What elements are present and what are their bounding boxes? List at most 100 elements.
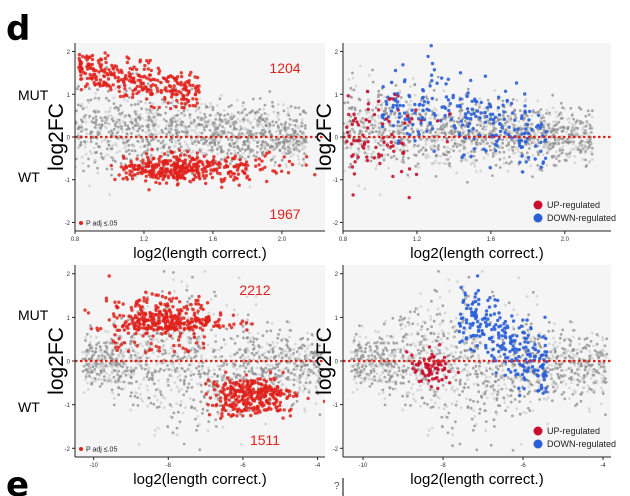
chart-top-left-point-nonsig bbox=[292, 119, 295, 122]
chart-top-right-point-down bbox=[425, 107, 429, 112]
chart-top-right-point-nonsig bbox=[353, 130, 356, 134]
chart-top-right-point-nonsig bbox=[371, 68, 374, 72]
chart-top-left-point-significant bbox=[148, 73, 152, 77]
chart-top-left-point-nonsig bbox=[100, 155, 104, 159]
chart-top-right-point-down bbox=[419, 121, 423, 126]
chart-top-left-point-significant bbox=[244, 160, 249, 164]
chart-top-right-point-down bbox=[398, 103, 402, 108]
chart-bottom-left-point-nonsig bbox=[229, 354, 232, 358]
chart-bottom-left-point-nonsig bbox=[127, 381, 131, 385]
chart-bottom-left-point-nonsig bbox=[203, 270, 207, 273]
chart-top-right-point-up bbox=[384, 117, 389, 121]
chart-top-left-point-nonsig bbox=[103, 125, 107, 128]
chart-top-right-point-nonsig bbox=[431, 144, 435, 148]
chart-bottom-left-point-nonsig bbox=[199, 383, 203, 387]
chart-top-right-point-down bbox=[430, 96, 434, 101]
chart-top-left-point-nonsig bbox=[243, 148, 247, 152]
chart-top-left-point-significant bbox=[149, 88, 153, 93]
chart-top-right-x-tick-label: 0.8 bbox=[339, 237, 348, 243]
chart-top-right-point-up bbox=[376, 108, 381, 112]
chart-top-left-point-nonsig bbox=[190, 87, 194, 91]
chart-bottom-left-point-nonsig bbox=[200, 354, 203, 357]
chart-top-left-point-nonsig bbox=[162, 144, 166, 147]
chart-top-right-point-nonsig bbox=[394, 84, 398, 87]
chart-top-right-point-down bbox=[544, 130, 548, 134]
chart-bottom-left-point-nonsig bbox=[263, 351, 266, 355]
chart-bottom-left-point-nonsig bbox=[297, 357, 301, 361]
chart-top-left-point-nonsig bbox=[112, 102, 116, 105]
chart-top-left-point-nonsig bbox=[204, 140, 208, 144]
chart-top-right-point-nonsig bbox=[410, 113, 413, 117]
chart-bottom-left-point-nonsig bbox=[155, 406, 159, 409]
chart-top-right-point-nonsig bbox=[489, 129, 492, 133]
chart-bottom-left-point-nonsig bbox=[244, 366, 248, 370]
chart-top-left-point-nonsig bbox=[179, 145, 183, 149]
chart-top-left-point-significant bbox=[175, 80, 179, 85]
chart-top-right-point-nonsig bbox=[566, 117, 569, 121]
chart-top-left-point-significant bbox=[195, 168, 199, 173]
chart-top-right-point-nonsig bbox=[434, 175, 438, 178]
chart-top-left-point-significant bbox=[175, 163, 180, 167]
chart-top-right-point-up bbox=[385, 143, 389, 147]
chart-top-right-point-nonsig bbox=[444, 153, 448, 157]
chart-top-right-point-nonsig bbox=[544, 121, 548, 125]
chart-top-right-point-nonsig bbox=[510, 160, 513, 164]
chart-top-left-point-nonsig bbox=[154, 92, 158, 96]
chart-bottom-left-point-nonsig bbox=[166, 364, 169, 367]
chart-top-left-point-nonsig bbox=[97, 145, 101, 148]
chart-top-right-point-nonsig bbox=[455, 120, 459, 124]
chart-top-right-point-down bbox=[425, 129, 429, 133]
chart-top-left-point-nonsig bbox=[114, 87, 117, 91]
chart-top-right-point-down bbox=[406, 118, 411, 122]
chart-top-right-point-up bbox=[377, 152, 381, 156]
chart-top-left-point-nonsig bbox=[96, 166, 99, 170]
chart-bottom-left-point-nonsig bbox=[200, 356, 204, 360]
chart-bottom-left-point-nonsig bbox=[267, 374, 271, 377]
chart-top-left-point-nonsig bbox=[226, 152, 229, 155]
chart-top-left-point-nonsig bbox=[248, 141, 252, 145]
chart-top-right-point-down bbox=[446, 98, 451, 102]
chart-top-left-point-nonsig bbox=[243, 143, 247, 146]
chart-top-right-point-nonsig bbox=[478, 103, 482, 107]
chart-top-left-point-significant bbox=[168, 171, 173, 175]
chart-top-left-point-significant bbox=[179, 80, 183, 85]
chart-top-right-point-nonsig bbox=[388, 106, 391, 110]
chart-top-right-point-down bbox=[528, 109, 532, 114]
chart-bottom-left-point-nonsig bbox=[84, 373, 88, 377]
chart-top-left-point-significant bbox=[121, 94, 126, 99]
chart-top-right-point-nonsig bbox=[520, 151, 523, 155]
chart-top-left-point-nonsig bbox=[208, 128, 212, 132]
chart-top-left-point-nonsig bbox=[144, 130, 148, 134]
chart-bottom-left-point-nonsig bbox=[250, 369, 254, 373]
chart-top-left-point-nonsig bbox=[128, 137, 132, 141]
chart-top-right-point-nonsig bbox=[475, 131, 479, 135]
chart-top-left-y-axis-label: log2FC bbox=[45, 103, 68, 171]
chart-top-left-point-nonsig bbox=[110, 129, 113, 133]
chart-bottom-left-point-nonsig bbox=[233, 352, 237, 356]
chart-bottom-left-point-nonsig bbox=[149, 377, 152, 380]
chart-top-left-point-significant bbox=[191, 83, 195, 88]
chart-top-right-point-down bbox=[471, 127, 475, 131]
chart-bottom-left-point-nonsig bbox=[315, 373, 318, 376]
chart-top-left-point-nonsig bbox=[211, 130, 215, 134]
chart-top-left-point-nonsig bbox=[148, 129, 152, 133]
chart-top-right-point-nonsig bbox=[506, 114, 510, 118]
chart-top-left-point-significant bbox=[116, 85, 121, 89]
chart-top-right-y-tick-label: -2 bbox=[333, 221, 339, 227]
chart-top-right-point-nonsig bbox=[515, 98, 519, 102]
chart-top-right-point-down bbox=[488, 117, 493, 122]
chart-top-left-point-nonsig bbox=[297, 162, 301, 166]
chart-top-left-point-nonsig bbox=[304, 126, 307, 130]
chart-top-left-point-significant bbox=[183, 102, 187, 106]
chart-top-right-x-tick-label: 1.2 bbox=[413, 237, 422, 243]
chart-top-right-point-down bbox=[518, 160, 522, 164]
chart-top-left-point-nonsig bbox=[292, 148, 296, 152]
chart-top-left-point-nonsig bbox=[281, 146, 285, 150]
chart-top-left-point-significant bbox=[195, 101, 199, 105]
chart-top-right-point-nonsig bbox=[353, 151, 357, 155]
chart-top-right-point-nonsig bbox=[455, 145, 459, 149]
chart-top-right-point-down bbox=[521, 170, 525, 174]
chart-top-left-point-nonsig bbox=[282, 109, 286, 113]
chart-top-right-point-nonsig bbox=[435, 98, 438, 101]
